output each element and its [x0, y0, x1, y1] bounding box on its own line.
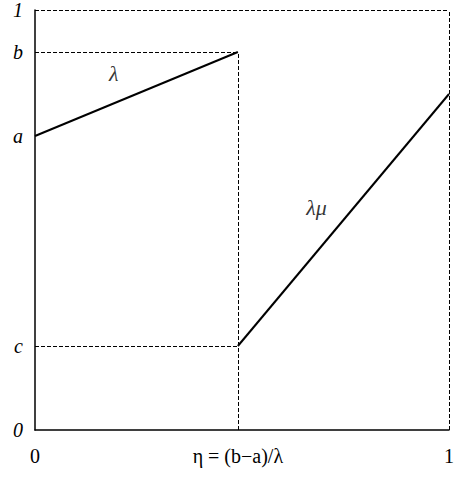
- svg-text:0: 0: [13, 419, 23, 441]
- svg-text:c: c: [14, 335, 23, 357]
- svg-text:λμ: λμ: [305, 195, 327, 220]
- svg-text:a: a: [13, 125, 23, 147]
- svg-text:b: b: [13, 41, 23, 63]
- svg-text:1: 1: [13, 0, 23, 21]
- svg-text:0: 0: [30, 445, 40, 467]
- svg-text:1: 1: [444, 445, 454, 467]
- svg-text:η = (b−a)/λ: η = (b−a)/λ: [193, 445, 284, 468]
- svg-text:λ: λ: [108, 61, 119, 86]
